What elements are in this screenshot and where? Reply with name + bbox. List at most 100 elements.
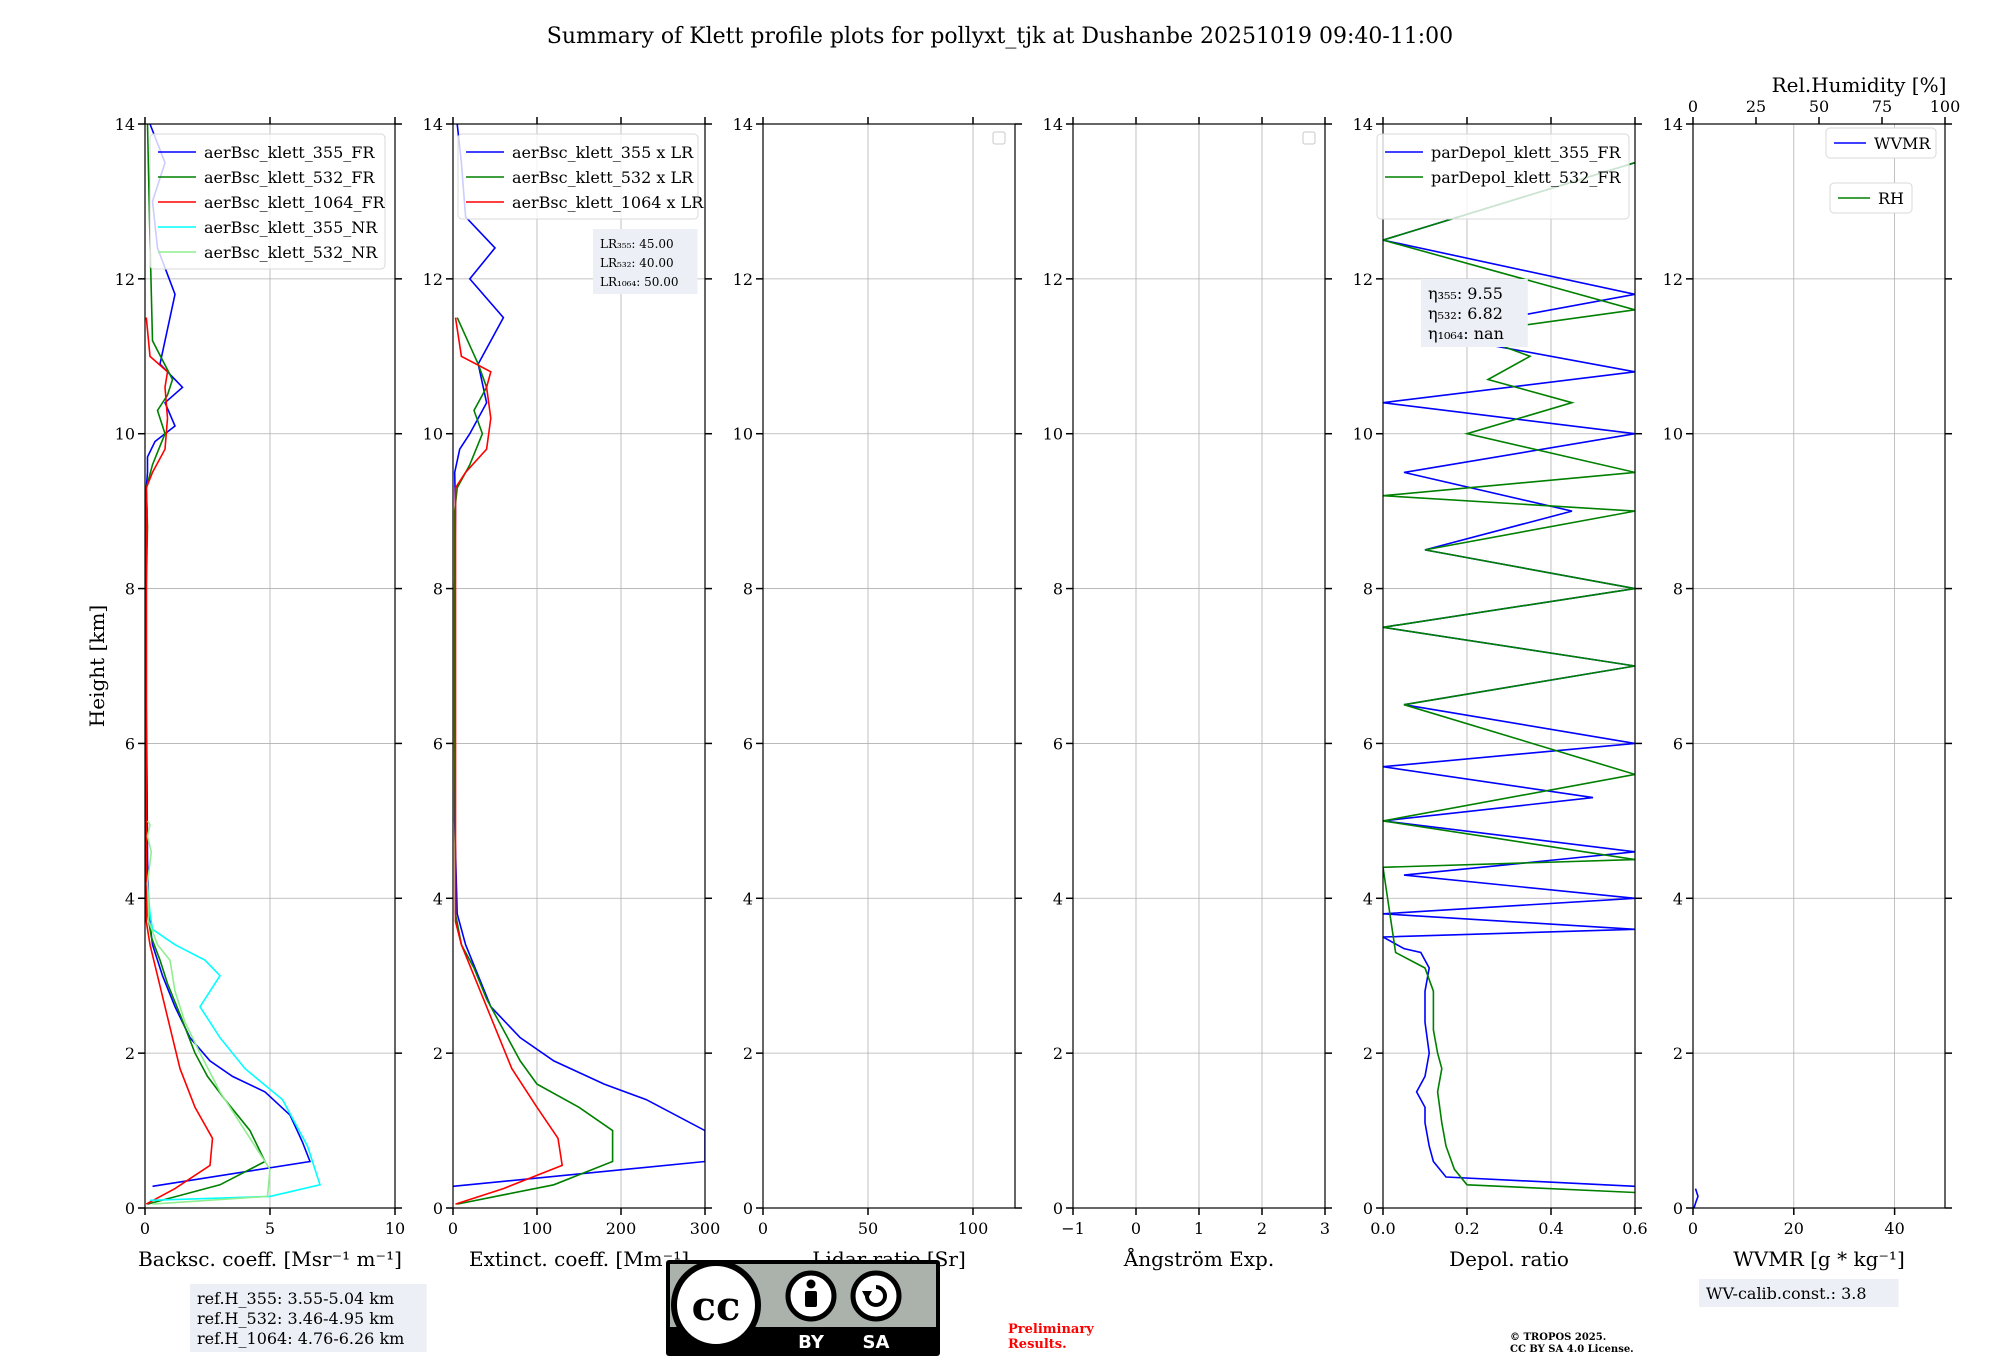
series-line-aerBsc_klett_355_FR: [145, 124, 312, 1188]
x-tick-label: 1: [1194, 1219, 1204, 1238]
y-tick-label: 6: [433, 734, 443, 753]
x-tick-label: 0: [1131, 1219, 1141, 1238]
info-line: η₃₅₅: 9.55: [1428, 284, 1503, 303]
info-line: LR₃₅₅: 45.00: [600, 237, 674, 251]
y-tick-label: 8: [433, 580, 443, 599]
y-tick-label: 14: [1043, 115, 1063, 134]
legend-entry: aerBsc_klett_532_NR: [204, 243, 378, 262]
x-tick-label: −1: [1061, 1219, 1085, 1238]
legend-box: [1825, 127, 1937, 159]
series-line-aerBsc_klett_532_NR: [146, 820, 271, 1205]
x-tick-label: 0: [1688, 1219, 1698, 1238]
y-tick-label: 2: [1053, 1044, 1063, 1063]
x-tick-label: 300: [690, 1219, 721, 1238]
y-tick-label: 10: [423, 425, 443, 444]
x-tick-label: 40: [1884, 1219, 1904, 1238]
series-line-aerBsc_klett_1064 x LR: [454, 317, 564, 1205]
x-tick-label: 5: [265, 1219, 275, 1238]
badge-sa-label: SA: [863, 1332, 890, 1353]
x-axis-label: Depol. ratio: [1449, 1247, 1569, 1271]
y-tick-label: 10: [1663, 425, 1683, 444]
y-tick-label: 2: [743, 1044, 753, 1063]
y-tick-label: 12: [1663, 270, 1683, 289]
series-line-aerBsc_klett_532 x LR: [453, 317, 614, 1205]
cc-license-badge: cc BY SA: [666, 1260, 940, 1356]
y-axis-label: Height [km]: [85, 605, 109, 727]
x-axis-label: Extinct. coeff. [Mm⁻¹]: [469, 1247, 689, 1271]
by-person-body: [805, 1291, 817, 1307]
legend-entry: aerBsc_klett_355 x LR: [512, 143, 694, 162]
series-line-parDepol_klett_532_FR: [1383, 161, 1635, 1194]
top-x-axis-label: Rel.Humidity [%]: [1772, 73, 1947, 97]
y-tick-label: 4: [1363, 889, 1373, 908]
info-box: [1421, 279, 1528, 347]
x-tick-label: 50: [858, 1219, 878, 1238]
series-line-aerBsc_klett_532_FR: [145, 124, 267, 1205]
x-tick-label: 0.6: [1622, 1219, 1647, 1238]
y-tick-label: 14: [115, 115, 135, 134]
series-line-aerBsc_klett_355_NR: [146, 882, 322, 1202]
panel-depol: 0 2 4 6 8 10 12 14 0.0 0.2 0.4 0.6 Depol. ratio parDe…: [1353, 115, 1648, 1271]
info-box: [593, 229, 698, 294]
legend-entry: aerBsc_klett_355_FR: [204, 143, 375, 162]
legend-entry: parDepol_klett_355_FR: [1431, 143, 1622, 162]
y-tick-label: 4: [1673, 889, 1683, 908]
legend-entry: aerBsc_klett_1064_FR: [204, 193, 386, 212]
legend-entry: parDepol_klett_532_FR: [1431, 168, 1622, 187]
top-x-tick-label: 100: [1930, 97, 1961, 116]
y-tick-label: 12: [423, 270, 443, 289]
y-tick-label: 10: [733, 425, 753, 444]
y-tick-label: 2: [1363, 1044, 1373, 1063]
panel-wvmr: 0 2 4 6 8 10 12 14 0 20 40 WVMR [g * kg⁻¹] 0 25 50 75 10…: [1663, 73, 1961, 1307]
y-tick-label: 10: [1043, 425, 1063, 444]
sa-arrow: [865, 1285, 887, 1307]
y-tick-label: 8: [1673, 580, 1683, 599]
info-box: [190, 1284, 427, 1352]
y-tick-label: 4: [433, 889, 443, 908]
y-tick-label: 2: [1673, 1044, 1683, 1063]
legend-entry: aerBsc_klett_532_FR: [204, 168, 375, 187]
y-tick-label: 12: [733, 270, 753, 289]
y-tick-label: 8: [743, 580, 753, 599]
empty-legend: [992, 131, 1006, 145]
y-tick-label: 6: [1363, 734, 1373, 753]
y-tick-label: 14: [1353, 115, 1373, 134]
info-line: LR₅₃₂: 40.00: [600, 256, 674, 270]
y-tick-label: 6: [1673, 734, 1683, 753]
info-line: η₁₀₆₄: nan: [1428, 324, 1504, 343]
y-tick-label: 10: [1353, 425, 1373, 444]
legend: aerBsc_klett_355_FR aerBsc_klett_532_FRae…: [149, 133, 386, 270]
badge-by-label: BY: [798, 1332, 825, 1353]
axes-frame: [452, 123, 706, 1209]
legend-entry: aerBsc_klett_355_NR: [204, 218, 378, 237]
x-axis-label: WVMR [g * kg⁻¹]: [1733, 1247, 1905, 1271]
top-x-tick-label: 75: [1872, 97, 1892, 116]
x-tick-label: 0: [758, 1219, 768, 1238]
x-tick-label: 0: [448, 1219, 458, 1238]
sa-arrow-head: [862, 1291, 872, 1300]
legend-entry: WVMR: [1874, 134, 1931, 153]
cc-mark: cc: [692, 1283, 741, 1330]
axes-frame: [762, 123, 1016, 1209]
info-line: LR₁₀₆₄: 50.00: [600, 275, 678, 289]
info-line: ref.H_532: 3.46-4.95 km: [197, 1309, 394, 1328]
axes-frame: [1382, 123, 1636, 1209]
y-tick-label: 8: [1053, 580, 1063, 599]
y-tick-label: 6: [1053, 734, 1063, 753]
y-tick-label: 6: [743, 734, 753, 753]
y-tick-label: 12: [1043, 270, 1063, 289]
y-tick-label: 6: [125, 734, 135, 753]
series-line-WVMR: [1693, 1188, 1699, 1208]
info-line: ref.H_1064: 4.76-6.26 km: [197, 1329, 404, 1348]
x-tick-label: 10: [385, 1219, 405, 1238]
legend-box: [1376, 133, 1630, 220]
legend-box: [457, 133, 699, 220]
sa-share-icon: [850, 1270, 902, 1322]
y-tick-label: 4: [125, 889, 135, 908]
legend-entry: RH: [1878, 189, 1904, 208]
